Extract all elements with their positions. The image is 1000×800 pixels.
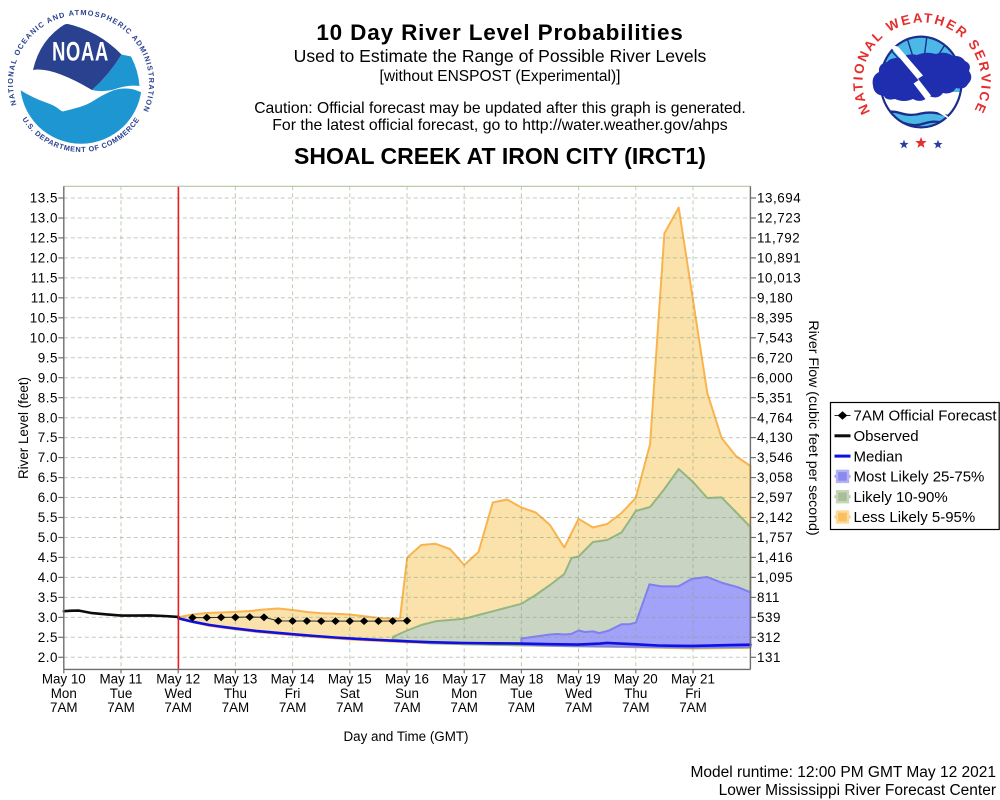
svg-text:May 18: May 18 <box>499 672 543 687</box>
svg-text:131: 131 <box>757 650 781 665</box>
svg-text:May 15: May 15 <box>328 672 372 687</box>
svg-text:8.0: 8.0 <box>38 410 58 425</box>
svg-text:13.5: 13.5 <box>30 191 58 206</box>
svg-text:May 13: May 13 <box>213 672 257 687</box>
svg-text:Mon: Mon <box>51 686 77 701</box>
svg-text:River Flow (cubic feet per sec: River Flow (cubic feet per second) <box>805 320 821 535</box>
svg-text:Most Likely 25-75%: Most Likely 25-75% <box>854 469 985 486</box>
svg-text:12.5: 12.5 <box>30 231 58 246</box>
svg-text:Sat: Sat <box>340 686 360 701</box>
svg-text:5.0: 5.0 <box>38 530 58 545</box>
svg-text:5.5: 5.5 <box>38 510 58 525</box>
svg-text:13,694: 13,694 <box>757 191 801 206</box>
svg-text:7AM: 7AM <box>222 700 250 715</box>
svg-text:May 17: May 17 <box>442 672 486 687</box>
svg-text:10,013: 10,013 <box>757 271 801 286</box>
svg-text:Mon: Mon <box>451 686 477 701</box>
svg-text:7AM: 7AM <box>393 700 421 715</box>
svg-text:Tue: Tue <box>110 686 133 701</box>
svg-text:10.0: 10.0 <box>30 330 58 345</box>
svg-text:13.0: 13.0 <box>30 211 58 226</box>
svg-text:May 19: May 19 <box>557 672 601 687</box>
svg-text:7AM: 7AM <box>565 700 593 715</box>
svg-text:Wed: Wed <box>565 686 592 701</box>
svg-text:1,095: 1,095 <box>757 570 793 585</box>
svg-text:7AM Official Forecast: 7AM Official Forecast <box>854 408 998 425</box>
svg-text:Sun: Sun <box>395 686 419 701</box>
svg-text:May 16: May 16 <box>385 672 429 687</box>
svg-text:3.5: 3.5 <box>38 590 58 605</box>
svg-text:May 14: May 14 <box>271 672 315 687</box>
svg-text:3,058: 3,058 <box>757 470 793 485</box>
svg-text:6,720: 6,720 <box>757 350 793 365</box>
svg-text:7AM: 7AM <box>336 700 364 715</box>
svg-text:4.5: 4.5 <box>38 550 58 565</box>
svg-text:3,546: 3,546 <box>757 450 793 465</box>
svg-text:5,351: 5,351 <box>757 390 793 405</box>
svg-text:7.5: 7.5 <box>38 430 58 445</box>
svg-text:4,130: 4,130 <box>757 430 793 445</box>
svg-text:1,416: 1,416 <box>757 550 793 565</box>
svg-text:7AM: 7AM <box>50 700 78 715</box>
svg-text:NOAA: NOAA <box>52 36 109 66</box>
svg-text:10.5: 10.5 <box>30 310 58 325</box>
svg-text:11.5: 11.5 <box>31 271 58 286</box>
svg-text:12.0: 12.0 <box>30 251 58 266</box>
svg-text:7AM: 7AM <box>164 700 192 715</box>
svg-text:May 20: May 20 <box>614 672 658 687</box>
svg-text:7,543: 7,543 <box>757 330 793 345</box>
svg-text:11,792: 11,792 <box>757 231 800 246</box>
svg-text:7.0: 7.0 <box>38 450 58 465</box>
svg-text:6.0: 6.0 <box>38 490 58 505</box>
svg-text:Observed: Observed <box>854 428 919 445</box>
svg-text:Median: Median <box>854 448 903 465</box>
svg-text:7AM: 7AM <box>450 700 478 715</box>
svg-text:7AM: 7AM <box>679 700 707 715</box>
svg-text:2,142: 2,142 <box>757 510 793 525</box>
svg-text:12,723: 12,723 <box>757 211 801 226</box>
svg-text:8,395: 8,395 <box>757 310 793 325</box>
svg-text:4,764: 4,764 <box>757 410 793 425</box>
svg-text:7AM: 7AM <box>622 700 650 715</box>
svg-text:Fri: Fri <box>285 686 301 701</box>
svg-text:Fri: Fri <box>685 686 701 701</box>
svg-text:Thu: Thu <box>224 686 247 701</box>
svg-text:312: 312 <box>757 630 781 645</box>
svg-text:May 12: May 12 <box>156 672 200 687</box>
svg-text:Day and Time (GMT): Day and Time (GMT) <box>343 729 468 744</box>
svg-text:River Level (feet): River Level (feet) <box>16 377 31 479</box>
svg-text:539: 539 <box>757 610 781 625</box>
svg-text:3.0: 3.0 <box>38 610 58 625</box>
svg-text:1,757: 1,757 <box>757 530 793 545</box>
svg-text:2.0: 2.0 <box>38 650 58 665</box>
svg-text:Thu: Thu <box>624 686 647 701</box>
svg-text:6.5: 6.5 <box>38 470 58 485</box>
svg-text:May 21: May 21 <box>671 672 715 687</box>
svg-text:Wed: Wed <box>165 686 192 701</box>
svg-text:2.5: 2.5 <box>38 630 58 645</box>
svg-text:2,597: 2,597 <box>757 490 793 505</box>
svg-text:Less Likely 5-95%: Less Likely 5-95% <box>854 509 976 526</box>
svg-text:4.0: 4.0 <box>38 570 58 585</box>
svg-text:May 10: May 10 <box>42 672 86 687</box>
svg-text:Model runtime: 12:00 PM GMT Ma: Model runtime: 12:00 PM GMT May 12 2021 <box>690 764 996 781</box>
svg-text:6,000: 6,000 <box>757 370 793 385</box>
svg-text:7AM: 7AM <box>508 700 536 715</box>
svg-text:May 11: May 11 <box>100 672 143 687</box>
svg-text:7AM: 7AM <box>107 700 135 715</box>
svg-text:10,891: 10,891 <box>757 251 801 266</box>
svg-text:811: 811 <box>757 590 780 605</box>
svg-text:Tue: Tue <box>510 686 533 701</box>
svg-text:7AM: 7AM <box>279 700 307 715</box>
svg-text:9.5: 9.5 <box>38 350 58 365</box>
svg-text:Lower Mississippi River Foreca: Lower Mississippi River Forecast Center <box>719 782 996 799</box>
svg-text:Likely 10-90%: Likely 10-90% <box>854 489 948 506</box>
svg-text:9,180: 9,180 <box>757 290 793 305</box>
svg-text:8.5: 8.5 <box>38 390 58 405</box>
svg-text:9.0: 9.0 <box>38 370 58 385</box>
svg-text:11.0: 11.0 <box>31 290 58 305</box>
